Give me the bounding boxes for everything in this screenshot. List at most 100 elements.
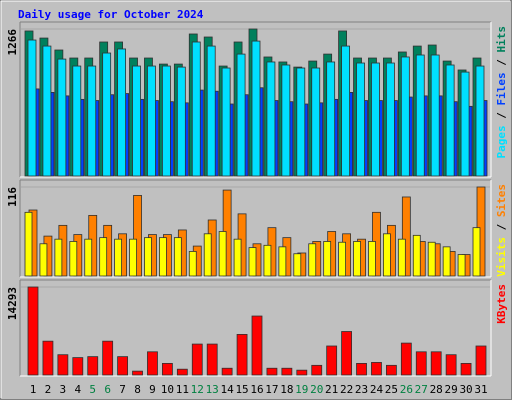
bar <box>144 237 152 277</box>
legend-entry: Pages <box>495 125 508 158</box>
x-tick-label: 26 <box>400 383 413 396</box>
x-tick-label: 30 <box>459 383 472 396</box>
bar <box>385 364 397 376</box>
bar <box>132 370 143 376</box>
bar <box>353 241 361 277</box>
legend-separator: / <box>495 106 508 126</box>
x-tick-label: 28 <box>430 383 443 396</box>
y-tick-label: 116 <box>6 187 19 207</box>
y-tick-label: 1266 <box>6 29 19 56</box>
x-tick-label: 4 <box>74 383 81 396</box>
bar <box>129 238 137 277</box>
bar <box>206 343 218 376</box>
x-tick-label: 13 <box>206 383 219 396</box>
bar <box>114 238 122 277</box>
bar <box>311 364 323 376</box>
x-tick-label: 5 <box>89 383 96 396</box>
x-tick-label: 16 <box>250 383 263 396</box>
bar <box>102 340 114 376</box>
x-tick-label: 29 <box>445 383 458 396</box>
bar <box>472 227 481 277</box>
bar <box>191 41 201 177</box>
bar <box>266 367 278 376</box>
bar <box>296 369 308 376</box>
bar <box>475 65 485 177</box>
bar <box>356 363 367 376</box>
bar <box>203 233 212 277</box>
bar <box>371 362 382 376</box>
bar <box>206 45 216 177</box>
bar <box>281 367 293 376</box>
bar <box>84 238 93 277</box>
bar <box>427 241 436 277</box>
bar <box>161 363 173 376</box>
x-tick-label: 2 <box>45 383 52 396</box>
bar <box>27 39 37 177</box>
bar <box>430 351 442 376</box>
bar <box>311 67 321 177</box>
legend-entry: Hits <box>495 26 508 53</box>
bar <box>133 195 142 277</box>
x-tick-label: 21 <box>325 383 338 396</box>
bar <box>385 62 395 177</box>
bar <box>72 357 84 376</box>
bar <box>102 52 112 177</box>
bar <box>251 315 263 376</box>
bar <box>87 65 97 177</box>
x-tick-label: 14 <box>221 383 235 396</box>
bar <box>445 64 455 177</box>
x-tick-label: 12 <box>191 383 204 396</box>
bar <box>412 234 421 277</box>
x-tick-label: 7 <box>119 383 126 396</box>
bar <box>382 233 391 277</box>
bar <box>442 246 451 277</box>
legend: KBytes <box>495 284 508 324</box>
bar <box>27 286 39 376</box>
bar <box>221 367 233 376</box>
x-tick-label: 27 <box>415 383 428 396</box>
x-tick-label: 11 <box>176 383 189 396</box>
bar <box>236 53 246 177</box>
bar <box>308 243 317 277</box>
bar <box>87 356 99 376</box>
x-tick-label: 19 <box>295 383 308 396</box>
bar <box>457 254 466 277</box>
x-tick-label: 20 <box>310 383 323 396</box>
bar <box>117 48 126 177</box>
bar <box>251 40 261 177</box>
bar <box>72 65 82 177</box>
bar <box>338 241 347 277</box>
bar <box>397 238 406 277</box>
legend: Pages / Files / Hits <box>495 26 508 159</box>
bar <box>158 237 167 277</box>
bar <box>296 67 306 177</box>
bar <box>218 231 227 277</box>
bar <box>400 342 412 376</box>
bar <box>147 351 158 376</box>
x-tick-label: 9 <box>149 383 156 396</box>
bar <box>132 65 141 177</box>
bar <box>117 356 128 376</box>
bar <box>188 251 197 277</box>
bar <box>460 363 472 376</box>
x-tick-label: 22 <box>340 383 353 396</box>
x-tick-label: 6 <box>104 383 111 396</box>
x-tick-label: 3 <box>60 383 67 396</box>
bar <box>323 241 332 277</box>
bar <box>191 343 203 376</box>
x-tick-label: 24 <box>370 383 384 396</box>
bar <box>221 67 231 177</box>
bar <box>278 246 287 277</box>
legend-separator: / <box>495 53 508 73</box>
x-tick-label: 25 <box>385 383 398 396</box>
bar <box>57 354 69 376</box>
x-tick-label: 1 <box>30 383 37 396</box>
bar <box>400 56 410 177</box>
bar <box>341 45 351 177</box>
bar <box>415 54 425 177</box>
x-tick-label: 8 <box>134 383 141 396</box>
bar <box>263 244 272 277</box>
bar <box>415 351 427 376</box>
x-tick-label: 31 <box>474 383 487 396</box>
